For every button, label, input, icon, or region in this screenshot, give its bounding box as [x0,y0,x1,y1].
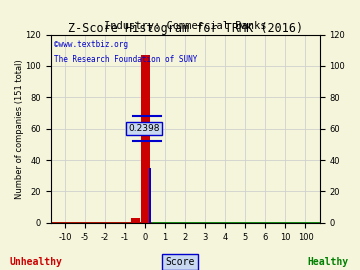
Text: 0.2398: 0.2398 [129,124,160,133]
Y-axis label: Number of companies (151 total): Number of companies (151 total) [15,59,24,198]
Bar [149,168,151,223]
Title: Z-Score Histogram for TRMK (2016): Z-Score Histogram for TRMK (2016) [68,22,303,35]
Text: Unhealthy: Unhealthy [10,257,62,267]
Text: Industry: Commercial Banks: Industry: Commercial Banks [104,21,266,31]
Text: Healthy: Healthy [307,257,348,267]
Text: The Research Foundation of SUNY: The Research Foundation of SUNY [54,55,197,64]
Bar [131,218,140,223]
Text: Score: Score [165,257,195,267]
Bar [141,55,150,223]
Text: ©www.textbiz.org: ©www.textbiz.org [54,40,127,49]
